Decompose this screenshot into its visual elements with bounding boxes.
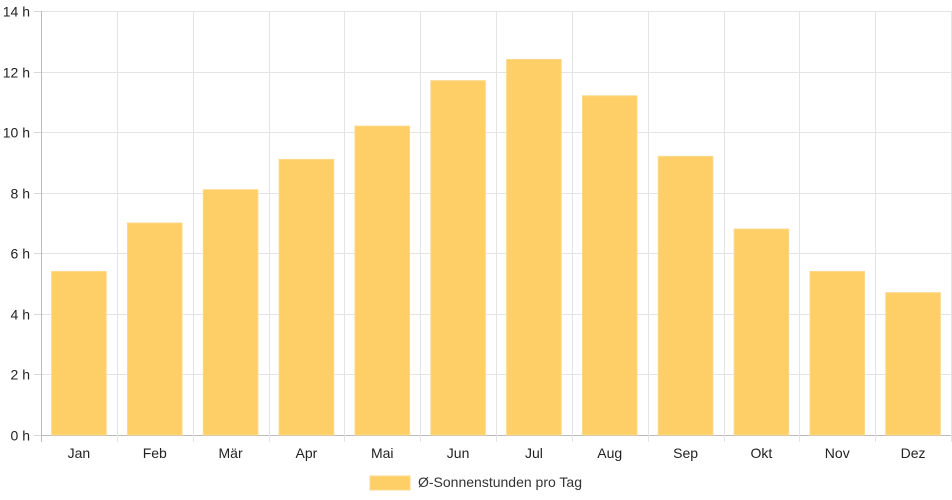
axes xyxy=(34,11,41,436)
y-tick-label: 4 h xyxy=(11,307,30,323)
y-tick-label: 12 h xyxy=(3,65,30,81)
bar-Apr xyxy=(278,158,335,436)
bar-Feb xyxy=(126,222,183,436)
bar-Aug xyxy=(581,95,638,436)
y-tick-label: 0 h xyxy=(11,428,30,444)
y-tick-label: 8 h xyxy=(11,186,30,202)
legend-label[interactable]: Ø-Sonnenstunden pro Tag xyxy=(418,474,582,490)
y-tick-label: 2 h xyxy=(11,367,30,383)
bar-Sep xyxy=(657,155,714,436)
bars xyxy=(51,58,941,436)
x-tick-label: Aug xyxy=(597,445,622,461)
bar-Mär xyxy=(202,189,259,436)
grid-lines xyxy=(41,11,952,442)
bar-Mai xyxy=(354,125,411,436)
legend-swatch[interactable] xyxy=(369,475,411,491)
bar-Okt xyxy=(733,228,790,436)
x-tick-labels: Jan Feb Mär Apr Mai Jun Jul Aug Sep Okt Nov Dez xyxy=(68,445,926,461)
y-tick-labels: 0 h 2 h 4 h 6 h 8 h 10 h 12 h 14 h xyxy=(3,4,30,444)
x-tick-label: Feb xyxy=(143,445,167,461)
bar-Jun xyxy=(430,80,486,436)
y-tick-label: 6 h xyxy=(11,246,30,262)
x-tick-label: Okt xyxy=(751,445,773,461)
x-tick-label: Nov xyxy=(825,445,850,461)
y-tick-label: 10 h xyxy=(3,125,30,141)
x-tick-label: Jan xyxy=(68,445,91,461)
bar-Jan xyxy=(51,270,107,436)
bar-Jul xyxy=(506,58,562,436)
x-tick-label: Jul xyxy=(525,445,543,461)
x-tick-label: Mai xyxy=(371,445,394,461)
x-tick-label: Jun xyxy=(447,445,470,461)
legend[interactable]: Ø-Sonnenstunden pro Tag xyxy=(369,474,582,491)
x-tick-label: Dez xyxy=(901,445,926,461)
x-tick-label: Sep xyxy=(673,445,698,461)
bar-Nov xyxy=(809,270,866,436)
y-tick-label: 14 h xyxy=(3,4,30,20)
x-tick-label: Apr xyxy=(296,445,318,461)
bar-Dez xyxy=(885,292,941,436)
x-tick-label: Mär xyxy=(219,445,243,461)
